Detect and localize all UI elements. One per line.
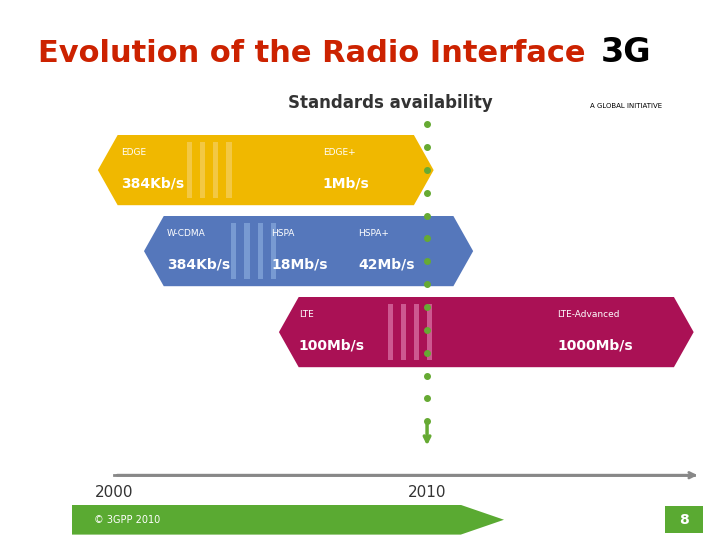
- PathPatch shape: [427, 304, 432, 360]
- Text: W-CDMA: W-CDMA: [167, 228, 206, 238]
- Text: EDGE: EDGE: [121, 147, 146, 157]
- Text: 8: 8: [679, 513, 689, 526]
- Text: 2010: 2010: [408, 485, 446, 500]
- PathPatch shape: [279, 297, 693, 367]
- Text: 2000: 2000: [95, 485, 134, 500]
- Text: SEM27-02: SEM27-02: [75, 516, 131, 526]
- Text: 384Kb/s: 384Kb/s: [167, 258, 230, 272]
- Text: 3G: 3G: [601, 36, 652, 69]
- PathPatch shape: [144, 216, 473, 286]
- Text: 384Kb/s: 384Kb/s: [121, 177, 184, 191]
- Text: 18Mb/s: 18Mb/s: [271, 258, 328, 272]
- PathPatch shape: [231, 223, 236, 279]
- Text: EDGE+: EDGE+: [323, 147, 355, 157]
- PathPatch shape: [387, 304, 393, 360]
- Text: © 3GPP 2010: © 3GPP 2010: [94, 515, 160, 525]
- PathPatch shape: [414, 304, 419, 360]
- PathPatch shape: [213, 142, 218, 198]
- Text: LTE-Advanced: LTE-Advanced: [557, 309, 620, 319]
- Text: Evolution of the Radio Interface: Evolution of the Radio Interface: [38, 39, 585, 69]
- PathPatch shape: [258, 223, 263, 279]
- Text: LTE: LTE: [299, 309, 313, 319]
- Text: 1000Mb/s: 1000Mb/s: [557, 339, 633, 353]
- Text: HSPA+: HSPA+: [358, 228, 389, 238]
- PathPatch shape: [271, 223, 276, 279]
- FancyBboxPatch shape: [665, 507, 703, 533]
- Text: 1Mb/s: 1Mb/s: [323, 177, 369, 191]
- PathPatch shape: [98, 135, 433, 205]
- PathPatch shape: [401, 304, 406, 360]
- PathPatch shape: [186, 142, 192, 198]
- Text: Standards availability: Standards availability: [289, 93, 493, 112]
- PathPatch shape: [200, 142, 205, 198]
- PathPatch shape: [226, 142, 232, 198]
- Text: 42Mb/s: 42Mb/s: [358, 258, 415, 272]
- PathPatch shape: [244, 223, 250, 279]
- Text: 100Mb/s: 100Mb/s: [299, 339, 365, 353]
- PathPatch shape: [72, 505, 504, 535]
- Text: HSPA: HSPA: [271, 228, 294, 238]
- Text: A GLOBAL INITIATIVE: A GLOBAL INITIATIVE: [590, 103, 662, 109]
